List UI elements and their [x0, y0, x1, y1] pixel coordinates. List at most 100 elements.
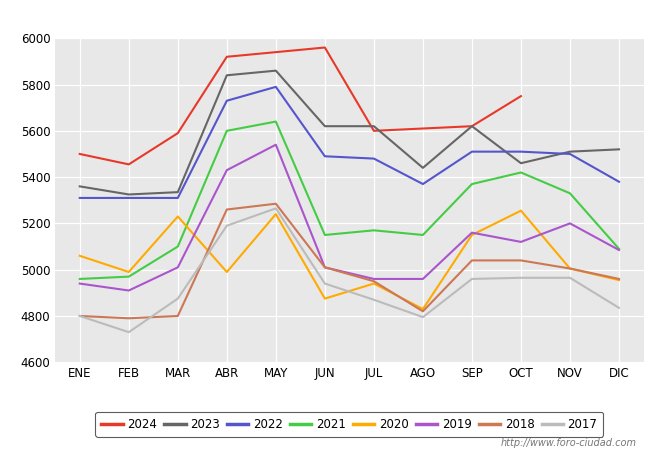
2020: [125, 269, 133, 274]
2021: [321, 232, 329, 238]
2020: [468, 232, 476, 238]
2018: [125, 315, 133, 321]
2018: [517, 258, 525, 263]
2024: [174, 130, 182, 136]
2017: [223, 223, 231, 229]
2023: [223, 72, 231, 78]
2019: [517, 239, 525, 245]
2017: [615, 305, 623, 310]
2019: [272, 142, 280, 148]
2019: [370, 276, 378, 282]
2020: [566, 266, 574, 271]
2023: [566, 149, 574, 154]
2020: [223, 269, 231, 274]
2022: [321, 153, 329, 159]
Text: Afiliados en Archena a 30/9/2024: Afiliados en Archena a 30/9/2024: [187, 7, 463, 25]
2022: [76, 195, 84, 201]
2019: [223, 167, 231, 173]
2020: [419, 306, 427, 312]
2018: [615, 276, 623, 282]
2023: [468, 123, 476, 129]
2023: [321, 123, 329, 129]
2023: [76, 184, 84, 189]
2020: [321, 296, 329, 302]
2021: [468, 181, 476, 187]
2024: [125, 162, 133, 167]
2023: [272, 68, 280, 73]
Line: 2020: 2020: [80, 211, 619, 309]
2022: [419, 181, 427, 187]
2024: [468, 123, 476, 129]
2017: [370, 297, 378, 302]
2020: [517, 208, 525, 213]
2021: [517, 170, 525, 175]
2018: [272, 201, 280, 207]
2022: [468, 149, 476, 154]
Line: 2024: 2024: [80, 48, 521, 164]
2018: [468, 258, 476, 263]
2017: [321, 281, 329, 286]
2024: [370, 128, 378, 134]
2021: [125, 274, 133, 279]
2023: [419, 165, 427, 171]
2024: [321, 45, 329, 50]
2018: [223, 207, 231, 212]
2022: [174, 195, 182, 201]
2018: [566, 266, 574, 271]
Line: 2023: 2023: [80, 71, 619, 194]
2022: [370, 156, 378, 161]
2024: [419, 126, 427, 131]
2018: [321, 265, 329, 270]
2024: [223, 54, 231, 59]
2020: [370, 281, 378, 286]
2021: [419, 232, 427, 238]
Text: http://www.foro-ciudad.com: http://www.foro-ciudad.com: [501, 438, 637, 448]
2020: [76, 253, 84, 258]
2021: [370, 228, 378, 233]
Line: 2018: 2018: [80, 204, 619, 318]
2023: [174, 189, 182, 195]
2018: [370, 279, 378, 284]
2020: [272, 212, 280, 217]
2021: [174, 244, 182, 249]
2021: [566, 191, 574, 196]
2024: [517, 94, 525, 99]
Legend: 2024, 2023, 2022, 2021, 2020, 2019, 2018, 2017: 2024, 2023, 2022, 2021, 2020, 2019, 2018…: [96, 412, 603, 436]
2022: [125, 195, 133, 201]
2017: [125, 329, 133, 335]
2019: [76, 281, 84, 286]
2021: [615, 246, 623, 252]
2019: [615, 248, 623, 253]
2017: [76, 313, 84, 319]
Line: 2022: 2022: [80, 87, 619, 198]
2021: [223, 128, 231, 134]
2019: [468, 230, 476, 235]
2019: [419, 276, 427, 282]
2022: [223, 98, 231, 104]
2023: [370, 123, 378, 129]
2023: [615, 147, 623, 152]
2021: [76, 276, 84, 282]
2020: [174, 214, 182, 219]
2023: [517, 161, 525, 166]
2022: [566, 151, 574, 157]
2021: [272, 119, 280, 124]
2019: [174, 265, 182, 270]
2017: [174, 296, 182, 302]
2020: [615, 277, 623, 283]
2017: [468, 276, 476, 282]
Line: 2017: 2017: [80, 208, 619, 332]
2019: [566, 220, 574, 226]
2019: [125, 288, 133, 293]
2017: [517, 275, 525, 280]
2019: [321, 265, 329, 270]
2017: [566, 275, 574, 280]
2018: [419, 309, 427, 314]
2023: [125, 192, 133, 197]
2018: [174, 313, 182, 319]
Line: 2021: 2021: [80, 122, 619, 279]
2018: [76, 313, 84, 319]
2022: [517, 149, 525, 154]
2022: [615, 179, 623, 184]
Line: 2019: 2019: [80, 145, 619, 291]
